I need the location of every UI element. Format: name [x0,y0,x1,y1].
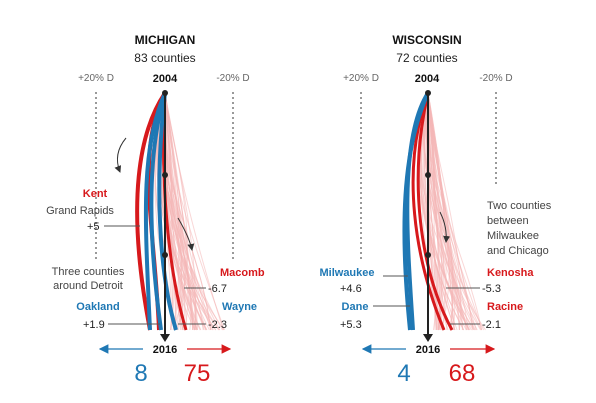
grand-rapids-label: Grand Rapids [46,205,114,217]
wisconsin-annotation-3: Milwaukee [487,230,539,242]
michigan-dem-count: 8 [134,360,147,387]
michigan-axis-arrowhead [160,334,170,342]
oakland-value: +1.9 [83,319,105,331]
michigan-curve-arrow [177,217,195,251]
wisconsin-rep-count: 68 [449,360,476,387]
wisconsin-subtitle: 72 counties [396,51,457,65]
wayne-label: Wayne [222,301,257,313]
wisconsin-annotation-1: Two counties [487,200,552,212]
michigan-end-year: 2016 [153,344,177,356]
background-county-line [427,92,462,331]
wisconsin-panel: WISCONSIN 72 counties +20% D -20% D 2004… [319,33,551,387]
michigan-axis-dot [162,90,168,96]
background-county-line [427,92,436,331]
michigan-axis-dot [162,252,168,258]
detroit-annotation-2: around Detroit [53,280,123,292]
background-county-line [164,92,214,331]
michigan-panel: MICHIGAN 83 counties +20% D -20% D 2004 … [46,33,265,387]
michigan-curve-arrow [114,137,127,173]
kenosha-label: Kenosha [487,267,534,279]
wisconsin-start-year: 2004 [415,73,440,85]
michigan-kent-line [143,92,167,331]
detroit-annotation-1: Three counties [52,266,125,278]
michigan-rep-count: 75 [184,360,211,387]
wisconsin-axis-dot [425,90,431,96]
wisconsin-dane-line [405,91,430,331]
michigan-title: MICHIGAN [135,33,196,47]
wisconsin-annotation-4: and Chicago [487,245,549,257]
michigan-start-year: 2004 [153,73,178,85]
dane-label: Dane [342,301,369,313]
oakland-label: Oakland [76,301,119,313]
milwaukee-label: Milwaukee [319,267,374,279]
michigan-red-line [135,91,167,331]
wisconsin-axis-dot [425,252,431,258]
michigan-axis-dot [162,172,168,178]
michigan-scale-right: -20% D [216,73,249,84]
racine-value: -2.1 [482,319,501,331]
wisconsin-axis-arrowhead [423,334,433,342]
dane-value: +5.3 [340,319,362,331]
michigan-oakland-line [149,92,167,331]
racine-label: Racine [487,301,523,313]
wayne-value: -2.3 [208,319,227,331]
michigan-scale-left: +20% D [78,73,114,84]
background-county-line [164,92,225,331]
background-county-line [427,92,447,331]
macomb-value: -6.7 [208,283,227,295]
kent-value: +5 [87,221,100,233]
wisconsin-end-year: 2016 [416,344,440,356]
wisconsin-scale-right: -20% D [479,73,512,84]
kenosha-value: -5.3 [482,283,501,295]
background-county-line [425,92,469,331]
background-county-line [164,92,197,331]
macomb-label: Macomb [220,267,265,279]
milwaukee-value: +4.6 [340,283,362,295]
wisconsin-racine-line [416,92,454,331]
wisconsin-axis-dot [425,172,431,178]
wisconsin-kenosha-line [411,92,446,331]
michigan-wayne-line [157,92,178,331]
wisconsin-dem-count: 4 [397,360,410,387]
wisconsin-curve-arrow [439,211,451,243]
background-county-line [427,92,443,331]
wisconsin-title: WISCONSIN [392,33,461,47]
wisconsin-scale-left: +20% D [343,73,379,84]
wisconsin-annotation-2: between [487,215,529,227]
background-county-line [423,92,469,331]
michigan-subtitle: 83 counties [134,51,195,65]
kent-label: Kent [83,188,108,200]
